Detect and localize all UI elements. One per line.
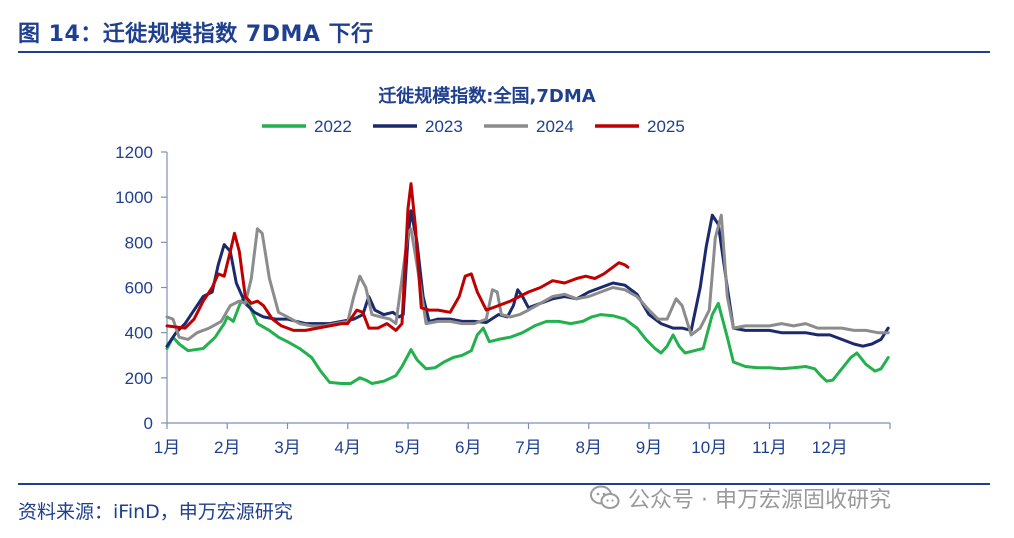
y-tick-label: 400 [125,324,153,343]
header-rule [18,51,990,53]
wechat-icon [590,485,620,509]
legend-label-2025: 2025 [647,117,685,136]
legend: 2022 2023 2024 2025 [262,117,685,136]
legend-label-2024: 2024 [536,117,574,136]
x-axis: 1月 2月 3月 4月 5月 6月 7月 8月 9月 10月 11月 12月 [154,422,891,457]
x-tick-label: 5月 [395,438,421,457]
source-note: 资料来源：iFinD，申万宏源研究 [18,501,293,523]
x-tick-label: 6月 [455,438,481,457]
footer-rule [18,483,990,485]
y-tick-label: 200 [125,369,153,388]
series-line-2024 [165,213,890,341]
watermark: 公众号 · 申万宏源固收研究 [590,482,891,514]
x-tick-label: 10月 [691,438,727,457]
y-tick-label: 1200 [115,143,153,162]
series-group [165,182,890,385]
legend-label-2023: 2023 [425,117,463,136]
series-line-2023 [165,209,890,348]
y-tick-label: 600 [125,279,153,298]
x-tick-label: 4月 [335,438,361,457]
x-tick-label: 3月 [274,438,300,457]
x-tick-label: 12月 [812,438,848,457]
x-tick-label: 11月 [752,438,787,457]
x-tick-label: 8月 [576,438,602,457]
chart-title: 迁徙规模指数:全国,7DMA [378,85,595,107]
y-tick-label: 0 [144,414,153,433]
x-tick-label: 7月 [515,438,541,457]
series-line-2022 [165,292,890,385]
y-axis: 0 200 400 600 800 1000 1200 [115,143,168,433]
figure-title: 图 14：迁徙规模指数 7DMA 下行 [18,22,374,47]
x-tick-label: 2月 [214,438,240,457]
x-tick-label: 9月 [636,438,662,457]
legend-label-2022: 2022 [314,117,352,136]
y-tick-label: 800 [125,233,153,252]
x-tick-label: 1月 [154,438,180,457]
series-line-2025 [165,182,630,332]
watermark-text: 公众号 · 申万宏源固收研究 [628,488,891,513]
y-tick-label: 1000 [115,188,153,207]
